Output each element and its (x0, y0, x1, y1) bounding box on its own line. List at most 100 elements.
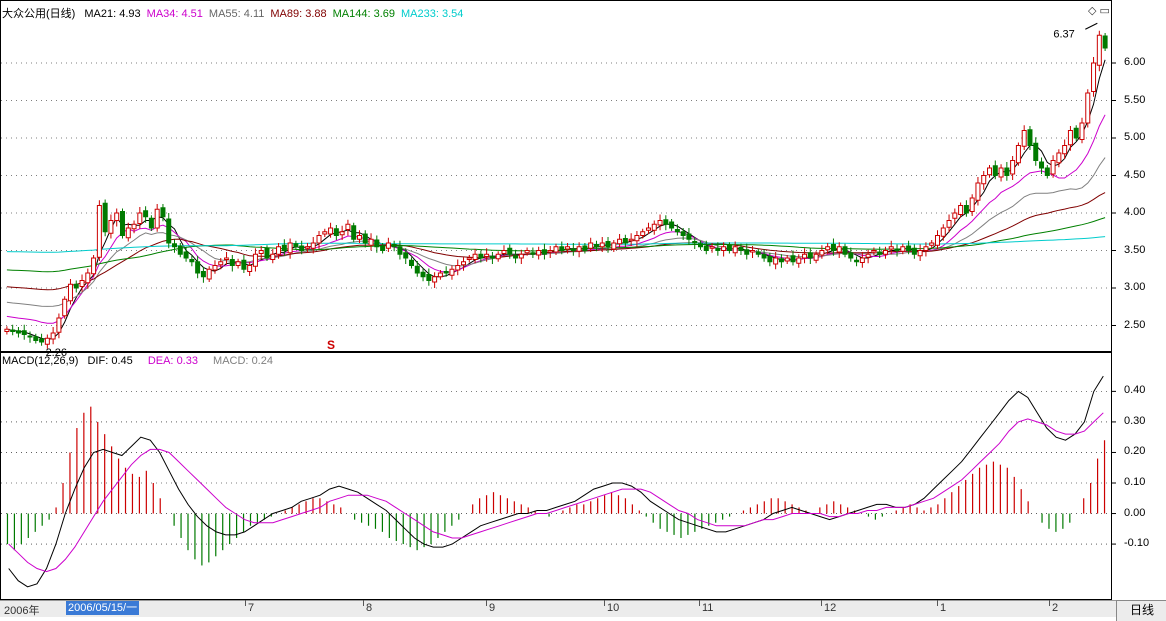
candle-body (270, 253, 276, 260)
candle-body (380, 245, 386, 251)
candle-body (645, 227, 651, 231)
candle-body (368, 238, 374, 246)
ma-legend-0: MA21: 4.93 (84, 8, 141, 20)
candle-body (593, 244, 599, 248)
price-tick-label: 2.50 (1124, 318, 1146, 331)
candle-body (1044, 167, 1050, 176)
ma-line-ma55 (6, 157, 1106, 307)
candle-body (252, 253, 258, 267)
candle-body (15, 330, 21, 334)
candle-body (148, 217, 154, 229)
candle-body (235, 261, 241, 266)
candle-body (929, 242, 935, 246)
macd-tick-label: 0.10 (1124, 476, 1146, 488)
candle-body (657, 220, 663, 226)
candle-body (472, 253, 478, 260)
candle-body (125, 227, 131, 239)
price-tick-label: 3.50 (1124, 243, 1146, 256)
price-tick-label: 4.50 (1124, 168, 1146, 181)
candle-body (10, 329, 16, 332)
high-label: 6.37 (1053, 28, 1074, 40)
price-panel-frame (0, 0, 1112, 352)
candle-body (703, 245, 709, 251)
candle-body (408, 259, 414, 266)
month-tick (937, 600, 938, 606)
candle-body (437, 272, 443, 278)
candle-body (767, 256, 773, 263)
macd-lines (8, 375, 1104, 588)
candle-body (108, 220, 114, 234)
ma-legend-1: MA34: 4.51 (146, 8, 203, 20)
candle-body (21, 330, 27, 335)
candle-body (894, 248, 900, 251)
ma-legend-4: MA144: 3.69 (332, 8, 396, 20)
candle-body (426, 274, 432, 281)
price-tick-label: 6.00 (1124, 56, 1146, 68)
candle-body (547, 250, 553, 253)
candle-body (160, 207, 166, 218)
candle-body (744, 249, 750, 255)
candle-body (952, 212, 958, 219)
candle-body (385, 242, 391, 249)
low-label: 2.26 (46, 347, 67, 359)
candle-body (403, 252, 409, 259)
candle-body (871, 250, 877, 253)
period-button[interactable]: 日线 (1116, 600, 1166, 621)
candle-body (570, 248, 576, 251)
candle-body (1056, 152, 1062, 164)
candle-body (773, 257, 779, 265)
candle-body (1015, 145, 1021, 164)
diamond-icon[interactable]: ◇ ▭ (1088, 5, 1110, 17)
candle-body (304, 246, 310, 249)
candle-body (917, 250, 923, 257)
month-tick (245, 600, 246, 606)
candle-body (333, 228, 339, 236)
candle-body (1096, 34, 1102, 66)
month-tick (1049, 600, 1050, 606)
candle-body (131, 223, 137, 230)
candle-body (651, 223, 657, 231)
candle-body (293, 243, 299, 248)
macd-histogram (6, 406, 1106, 566)
candle-body (1085, 92, 1091, 124)
selected-date[interactable]: 2006/05/15/一 (66, 601, 140, 615)
month-label: 1 (940, 602, 947, 614)
price-gridlines (1, 62, 1116, 326)
candle-body (698, 243, 704, 248)
candle-body (374, 239, 380, 248)
candle-body (397, 246, 403, 255)
candle-body (825, 246, 831, 251)
month-tick (604, 600, 605, 606)
month-tick (699, 600, 700, 606)
candle-body (617, 238, 623, 245)
candle-body (813, 253, 819, 261)
month-label: 2 (1052, 602, 1059, 614)
month-label: 9 (489, 602, 496, 614)
candle-body (79, 280, 85, 287)
candle-body (461, 261, 467, 266)
candle-body (44, 337, 50, 345)
candle-body (345, 223, 351, 230)
candle-body (1079, 122, 1085, 140)
candle-body (229, 259, 235, 266)
candle-body (992, 165, 998, 176)
candle-body (195, 261, 201, 274)
candle-body (541, 249, 547, 255)
candle-body (85, 272, 91, 284)
candle-body (200, 271, 206, 278)
price-annotations: 6.37 2.26 (29, 22, 1098, 359)
candle-body (484, 253, 490, 257)
candle-body (507, 247, 513, 255)
candle-body (692, 241, 698, 244)
candle-body (50, 332, 56, 340)
candle-body (1039, 161, 1045, 169)
macd-legend: MACD(12,26,9) DIF: 0.45 DEA: 0.33 MACD: … (2, 355, 285, 367)
candle-body (663, 219, 669, 225)
candle-body (137, 212, 143, 224)
candle-body (709, 246, 715, 249)
candle-body (67, 283, 73, 302)
moving-average-lines (6, 59, 1106, 340)
candle-body (553, 246, 559, 253)
candle-body (1102, 35, 1108, 49)
